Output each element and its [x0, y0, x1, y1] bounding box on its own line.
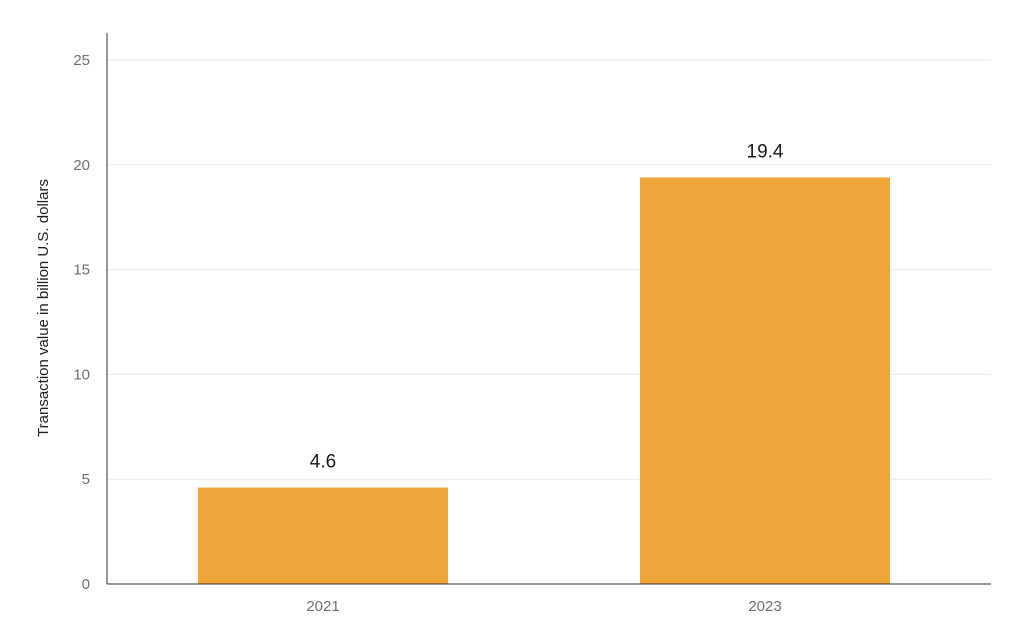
- y-tick-label: 25: [73, 52, 90, 69]
- data-labels: 4.6 19.4: [310, 141, 784, 472]
- data-label-2021: 4.6: [310, 452, 336, 473]
- x-tick-label-2021: 2021: [306, 598, 339, 615]
- bar-2023: [640, 177, 890, 584]
- y-axis-title: Transaction value in billion U.S. dollar…: [35, 179, 52, 437]
- bars: [198, 177, 890, 584]
- axes: [106, 33, 991, 585]
- data-label-2023: 19.4: [747, 141, 784, 162]
- y-tick-label: 0: [82, 576, 90, 593]
- y-tick-label: 20: [73, 157, 90, 174]
- y-tick-label: 10: [73, 366, 90, 383]
- y-tick-label: 15: [73, 262, 90, 279]
- x-tick-labels: 2021 2023: [306, 598, 781, 615]
- x-tick-label-2023: 2023: [748, 598, 781, 615]
- bar-2021: [198, 487, 448, 584]
- y-tick-label: 5: [82, 471, 90, 488]
- y-tick-labels: 0 5 10 15 20 25: [73, 52, 90, 593]
